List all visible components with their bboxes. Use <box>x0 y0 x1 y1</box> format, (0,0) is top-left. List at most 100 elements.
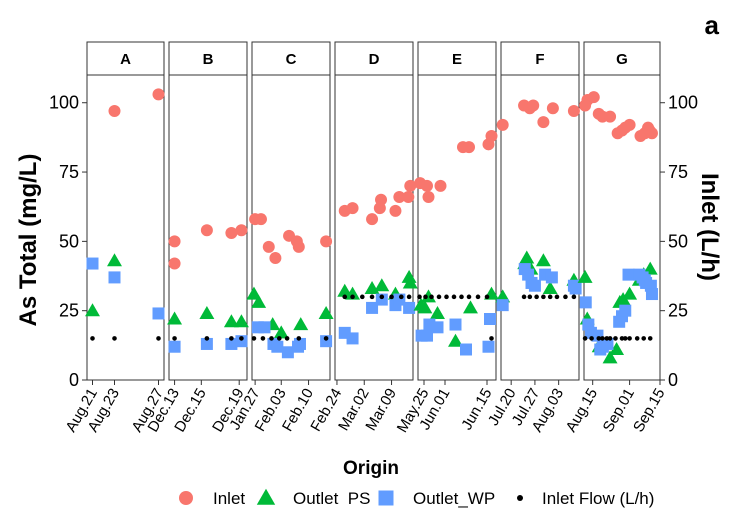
legend-label: Inlet <box>213 489 245 508</box>
facet-label: C <box>286 51 297 68</box>
outlet-wp-point <box>375 293 388 306</box>
y-tick-label-left: 0 <box>69 370 79 390</box>
y-axis-title-left: As Total (mg/L) <box>15 154 42 327</box>
inlet-point <box>527 99 540 112</box>
y-tick-label-right: 75 <box>668 162 688 182</box>
facet-strip <box>417 41 497 76</box>
outlet-ps-point <box>622 286 638 300</box>
outlet-wp-point <box>496 299 509 312</box>
inlet-flow-point <box>604 336 610 341</box>
outlet-wp-point <box>225 337 238 350</box>
outlet-ps-point <box>337 283 353 297</box>
inlet-point <box>393 191 406 203</box>
outlet-wp-point <box>460 343 472 356</box>
outlet-wp-point <box>449 318 462 331</box>
y-tick-label-right: 25 <box>668 301 688 321</box>
inlet-point <box>389 204 402 217</box>
facet-label: G <box>616 51 628 68</box>
inlet-flow-point <box>323 336 329 341</box>
outlet-wp-point <box>645 288 658 301</box>
outlet-wp-point <box>569 282 582 295</box>
legend-marker <box>256 488 276 505</box>
inlet-point <box>235 224 248 237</box>
inlet-point <box>587 91 600 104</box>
inlet-point <box>604 110 617 123</box>
inlet-flow-point <box>204 336 210 341</box>
facet-strip <box>583 41 661 76</box>
legend-marker <box>378 490 394 506</box>
inlet-flow-point <box>360 294 365 300</box>
inlet-point <box>402 191 415 203</box>
inlet-flow-point <box>112 336 117 341</box>
inlet-flow-point <box>423 294 428 300</box>
facet-label: B <box>203 51 214 68</box>
inlet-flow-point <box>534 294 539 300</box>
outlet-ps-point <box>167 311 183 325</box>
inlet-flow-point <box>444 294 449 300</box>
panel-border <box>168 74 248 381</box>
inlet-flow-point <box>600 336 605 341</box>
facet-strip <box>86 41 165 76</box>
inlet-flow-point <box>269 336 274 341</box>
inlet-point <box>567 105 580 118</box>
panel-border <box>251 74 331 381</box>
y-axis-left: 0 25 50 75 100 <box>49 93 87 390</box>
inlet-flow-point <box>613 336 618 341</box>
x-axis-title: Origin <box>343 458 399 479</box>
outlet-wp-point <box>320 335 333 348</box>
outlet-ps-point <box>609 342 625 356</box>
outlet-wp-point <box>484 313 496 325</box>
inlet-point <box>463 141 475 154</box>
outlet-wp-point <box>482 340 495 353</box>
inlet-flow-point <box>399 294 404 300</box>
y-tick-label-right: 50 <box>668 231 688 251</box>
outlet-ps-point <box>421 289 436 303</box>
outlet-ps-point <box>223 314 239 328</box>
legend-label: Inlet Flow (L/h) <box>542 489 654 508</box>
inlet-flow-point <box>596 336 602 341</box>
inlet-point <box>496 118 509 131</box>
outlet-ps-point <box>402 275 418 289</box>
facet-strip <box>251 41 331 76</box>
outlet-wp-point <box>579 296 592 309</box>
outlet-wp-point <box>545 271 558 284</box>
outlet-ps-point <box>251 294 267 308</box>
inlet-point <box>537 116 550 129</box>
inlet-flow-point <box>406 294 412 300</box>
inlet-flow-point <box>607 336 613 341</box>
outlet-wp-point <box>421 329 433 342</box>
outlet-wp-point <box>403 301 416 314</box>
inlet-point <box>645 127 658 140</box>
inlet-flow-point <box>541 294 546 300</box>
outlet-ps-point <box>107 253 122 267</box>
outlet-ps-point <box>318 305 334 319</box>
outlet-wp-point <box>168 340 181 353</box>
outlet-ps-point <box>577 269 593 283</box>
inlet-point <box>254 213 267 226</box>
inlet-flow-point <box>641 336 647 341</box>
inlet-flow-point <box>277 336 282 341</box>
outlet-wp-point <box>528 279 541 292</box>
outlet-wp-point <box>271 340 284 353</box>
inlet-point <box>366 213 379 226</box>
inlet-flow-point <box>251 336 257 341</box>
outlet-ps-point <box>85 303 100 317</box>
panel-border <box>500 74 580 381</box>
outlet-wp-point <box>346 332 359 345</box>
outlet-ps-point <box>542 281 558 295</box>
outlet-ps-point <box>463 300 478 314</box>
outlet-ps-point <box>345 286 361 300</box>
inlet-flow-point <box>554 294 560 300</box>
inlet-flow-point <box>582 336 588 341</box>
inlet-flow-point <box>417 294 422 300</box>
outlet-wp-point <box>281 346 294 359</box>
inlet-flow-point <box>229 336 234 341</box>
inlet-flow-point <box>260 336 266 341</box>
inlet-flow-point <box>239 336 244 341</box>
inlet-point <box>375 193 388 206</box>
inlet-point <box>262 240 275 253</box>
